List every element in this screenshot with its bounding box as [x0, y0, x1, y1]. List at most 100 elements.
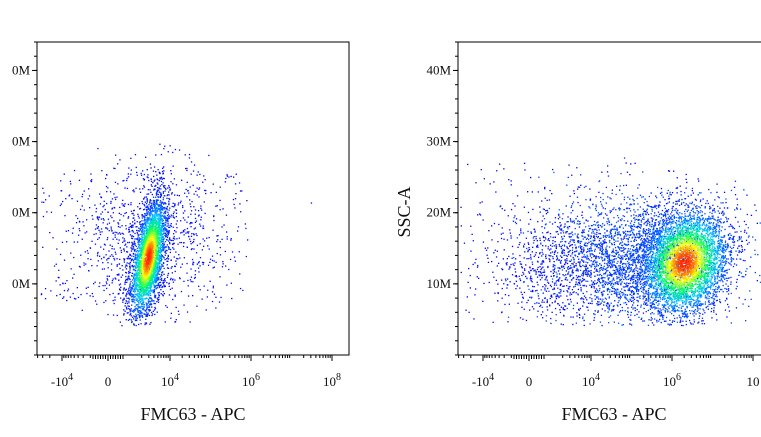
scatter-point	[159, 177, 161, 179]
scatter-point	[136, 288, 138, 290]
scatter-point	[164, 224, 166, 227]
scatter-point	[141, 275, 143, 277]
scatter-point	[147, 189, 149, 191]
scatter-point	[142, 300, 144, 302]
scatter-point	[163, 166, 165, 168]
scatter-point	[517, 246, 519, 248]
scatter-point	[153, 286, 155, 288]
scatter-point	[120, 286, 122, 288]
scatter-point	[144, 208, 146, 210]
scatter-point	[181, 179, 183, 181]
scatter-point	[192, 184, 194, 186]
scatter-point	[225, 177, 227, 180]
scatter-point	[164, 216, 166, 218]
scatter-point	[123, 313, 125, 315]
scatter-point	[552, 266, 554, 268]
scatter-point	[154, 265, 156, 267]
scatter-point	[523, 281, 525, 283]
scatter-point	[221, 226, 223, 228]
scatter-point	[164, 251, 166, 253]
scatter-point	[146, 212, 148, 214]
scatter-point	[152, 274, 154, 276]
scatter-point	[623, 269, 625, 272]
scatter-point	[667, 170, 670, 172]
scatter-point	[123, 250, 125, 252]
scatter-point	[146, 287, 148, 289]
scatter-point	[153, 277, 155, 279]
scatter-point	[553, 269, 555, 271]
scatter-point	[508, 179, 510, 181]
scatter-point	[147, 292, 149, 294]
scatter-point	[140, 250, 142, 252]
scatter-point	[583, 295, 586, 297]
scatter-point	[134, 270, 136, 272]
scatter-point	[745, 274, 747, 276]
scatter-point	[138, 286, 140, 289]
scatter-point	[538, 302, 540, 304]
scatter-point	[63, 289, 66, 292]
scatter-point	[136, 308, 138, 310]
scatter-point	[133, 296, 135, 299]
scatter-point	[128, 298, 131, 300]
scatter-point	[529, 309, 531, 311]
scatter-point	[147, 228, 149, 230]
scatter-point	[111, 282, 113, 284]
scatter-point	[131, 241, 133, 244]
scatter-point	[193, 238, 195, 241]
scatter-point	[88, 195, 91, 197]
y-tick-label: 0M	[12, 134, 31, 149]
scatter-point	[139, 223, 141, 225]
scatter-point	[170, 173, 172, 175]
scatter-point	[129, 231, 131, 233]
scatter-point	[162, 262, 165, 264]
scatter-point	[145, 227, 147, 229]
scatter-point	[162, 215, 164, 217]
scatter-point	[142, 170, 144, 172]
scatter-point	[136, 174, 138, 176]
scatter-point	[673, 170, 675, 172]
scatter-point	[86, 231, 88, 233]
scatter-point	[138, 262, 140, 264]
scatter-point	[196, 187, 198, 189]
scatter-point	[558, 295, 560, 297]
scatter-point	[106, 259, 108, 261]
scatter-point	[134, 238, 136, 240]
scatter-point	[130, 293, 133, 295]
scatter-point	[213, 293, 216, 295]
scatter-point	[172, 298, 174, 301]
scatter-point	[153, 274, 156, 276]
scatter-point	[164, 215, 166, 217]
scatter-point	[147, 206, 149, 208]
scatter-point	[144, 223, 146, 225]
scatter-point	[111, 207, 114, 209]
scatter-point	[621, 250, 623, 252]
scatter-point	[174, 203, 176, 205]
scatter-point	[148, 238, 150, 240]
scatter-point	[134, 288, 136, 291]
scatter-point	[152, 223, 155, 225]
scatter-point	[156, 221, 158, 223]
scatter-point	[140, 257, 142, 259]
scatter-point	[53, 265, 56, 267]
scatter-point	[136, 238, 138, 240]
scatter-point	[63, 296, 65, 298]
scatter-point	[598, 277, 600, 280]
scatter-point	[527, 249, 529, 251]
scatter-point	[102, 218, 104, 220]
scatter-point	[130, 292, 132, 295]
scatter-point	[132, 259, 135, 262]
scatter-point	[176, 238, 178, 240]
scatter-point	[139, 316, 141, 319]
scatter-point	[138, 249, 140, 252]
scatter-point	[151, 280, 153, 282]
scatter-point	[226, 174, 228, 176]
scatter-point	[161, 264, 163, 266]
scatter-point	[237, 230, 239, 232]
scatter-point	[145, 282, 147, 285]
scatter-point	[153, 234, 156, 236]
scatter-point	[141, 305, 143, 308]
scatter-point	[492, 271, 494, 273]
scatter-point	[59, 293, 61, 296]
